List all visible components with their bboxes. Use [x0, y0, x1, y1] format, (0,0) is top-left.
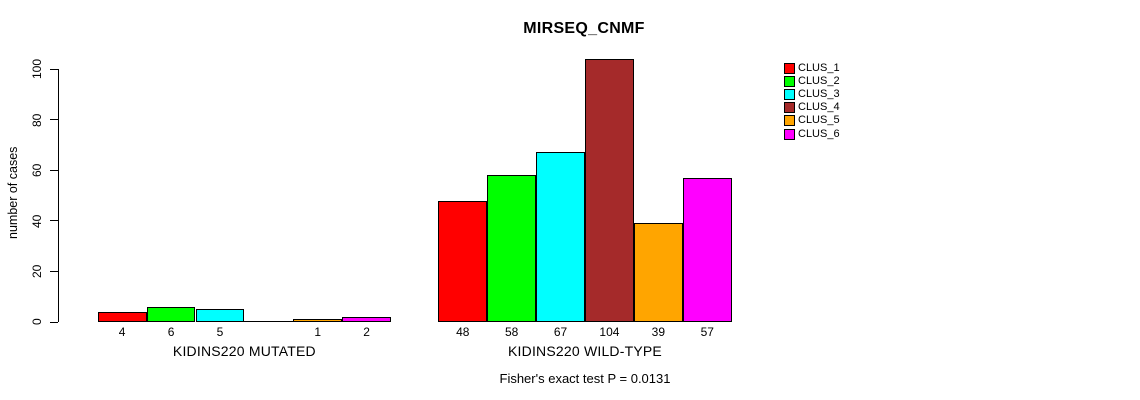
y-axis-line — [57, 69, 59, 322]
bar — [487, 175, 537, 322]
y-tick — [50, 270, 58, 272]
y-tick-label: 20 — [30, 264, 44, 279]
bar-value-label: 39 — [651, 325, 666, 339]
legend: CLUS_1 CLUS_2 CLUS_3 CLUS_4 CLUS_5 CLUS_6 — [784, 62, 840, 141]
legend-label: CLUS_4 — [798, 101, 840, 114]
bar-value-label: 104 — [599, 325, 620, 339]
bar-value-label: 6 — [167, 325, 175, 339]
legend-item: CLUS_2 — [784, 75, 840, 88]
legend-label: CLUS_2 — [798, 75, 840, 88]
y-tick — [50, 220, 58, 222]
bar-zero — [244, 321, 294, 322]
bar-value-label: 57 — [700, 325, 714, 339]
bar — [342, 316, 392, 322]
legend-label: CLUS_3 — [798, 88, 840, 101]
legend-label: CLUS_1 — [798, 62, 840, 75]
legend-item: CLUS_1 — [784, 62, 840, 75]
bar — [633, 223, 683, 322]
bar-value-label: 2 — [363, 325, 370, 339]
legend-swatch — [784, 89, 795, 101]
y-tick — [50, 321, 58, 323]
legend-item: CLUS_6 — [784, 127, 840, 140]
legend-item: CLUS_4 — [784, 101, 840, 114]
bar — [682, 177, 732, 322]
legend-label: CLUS_6 — [798, 127, 840, 140]
bar-value-label: 67 — [553, 325, 568, 339]
bar — [293, 319, 343, 322]
y-tick — [50, 169, 58, 171]
legend-swatch — [784, 115, 795, 127]
y-tick-label: 40 — [30, 214, 44, 228]
legend-item: CLUS_3 — [784, 88, 840, 101]
y-tick — [50, 68, 58, 70]
bar — [438, 200, 488, 322]
y-tick-label: 60 — [30, 163, 44, 177]
bar-value-label: 5 — [216, 325, 224, 339]
y-tick — [50, 119, 58, 121]
bar — [585, 58, 634, 322]
bar-value-label: 1 — [314, 325, 322, 339]
y-tick-label: 100 — [30, 58, 44, 80]
y-tick-label: 0 — [30, 318, 44, 326]
bar — [146, 306, 196, 322]
bar — [97, 311, 147, 322]
y-tick-label: 80 — [30, 112, 44, 127]
legend-swatch — [784, 102, 795, 114]
y-axis-label: number of cases — [6, 146, 20, 240]
bar-value-label: 4 — [118, 325, 126, 339]
stat-annotation: Fisher's exact test P = 0.0131 — [499, 371, 671, 386]
legend-swatch — [784, 76, 795, 88]
bar — [536, 152, 585, 322]
group-axis-label: KIDINS220 WILD-TYPE — [508, 343, 662, 359]
legend-label: CLUS_5 — [798, 114, 840, 127]
legend-item: CLUS_5 — [784, 114, 840, 127]
bar — [195, 309, 245, 322]
bar-value-label: 58 — [504, 325, 519, 339]
bar-value-label: 48 — [456, 325, 470, 339]
legend-swatch — [784, 128, 795, 140]
chart-title: MIRSEQ_CNMF — [523, 20, 645, 37]
legend-swatch — [784, 63, 795, 75]
group-axis-label: KIDINS220 MUTATED — [172, 343, 316, 359]
